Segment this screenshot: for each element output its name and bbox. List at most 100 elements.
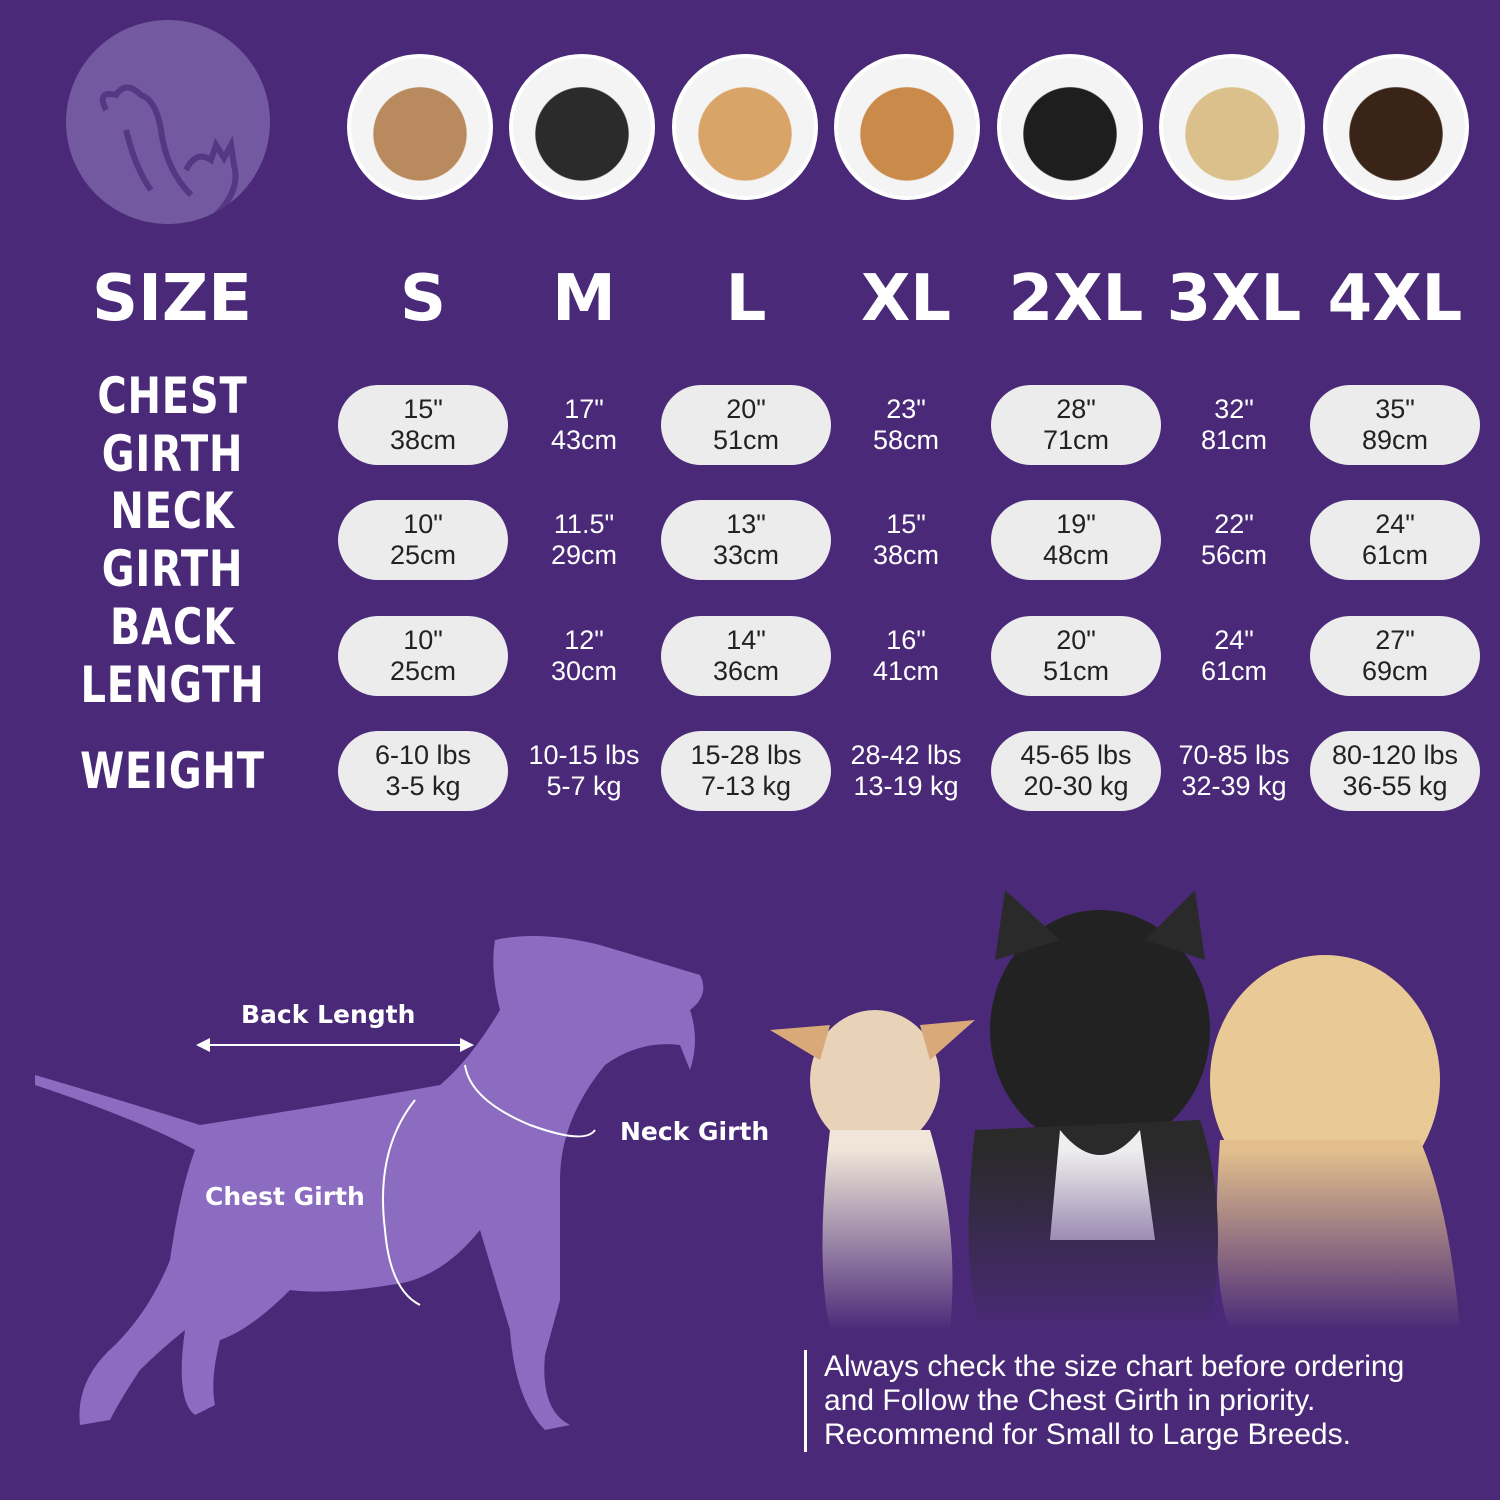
size-header-4xl: 4XL <box>1327 262 1463 336</box>
imperial-value: 20" <box>1056 625 1096 655</box>
size-header-l: L <box>725 262 767 336</box>
metric-value: 61cm <box>1361 540 1429 570</box>
table-cell: 15" 38cm <box>821 500 991 580</box>
back-length-label: Back Length <box>241 1000 416 1029</box>
imperial-value: 15" <box>403 394 443 424</box>
row-label: BACK LENGTH <box>80 598 265 714</box>
imperial-value: 10" <box>403 509 443 539</box>
metric-value: 3-5 kg <box>385 771 461 801</box>
imperial-value: 70-85 lbs <box>1178 740 1290 770</box>
imperial-value: 20" <box>726 394 766 424</box>
imperial-value: 28" <box>1056 394 1096 424</box>
table-cell: 17" 43cm <box>499 385 669 465</box>
imperial-value: 6-10 lbs <box>374 740 472 770</box>
metric-value: 25cm <box>389 656 457 686</box>
metric-value: 69cm <box>1361 656 1429 686</box>
size-header-3xl: 3XL <box>1166 262 1302 336</box>
three-dogs-photo <box>760 880 1460 1330</box>
bottom-fade <box>760 880 1460 1330</box>
metric-value: 51cm <box>1042 656 1110 686</box>
neck-girth-label: Neck Girth <box>620 1117 770 1146</box>
table-cell: 15-28 lbs 7-13 kg <box>661 731 831 811</box>
imperial-value: 16" <box>886 625 926 655</box>
table-cell: 28-42 lbs 13-19 kg <box>821 731 991 811</box>
metric-value: 56cm <box>1200 540 1268 570</box>
pet-logo <box>66 20 270 224</box>
size-header-xl: XL <box>860 262 952 336</box>
table-cell: 28" 71cm <box>991 385 1161 465</box>
metric-value: 58cm <box>872 425 940 455</box>
metric-value: 25cm <box>389 540 457 570</box>
metric-value: 36cm <box>712 656 780 686</box>
imperial-value: 22" <box>1214 509 1254 539</box>
size-header-s: S <box>399 262 447 336</box>
size-header-label: SIZE <box>91 262 253 336</box>
metric-value: 33cm <box>712 540 780 570</box>
metric-value: 30cm <box>550 656 618 686</box>
imperial-value: 27" <box>1375 625 1415 655</box>
imperial-value: 17" <box>564 394 604 424</box>
metric-value: 32-39 kg <box>1181 771 1287 801</box>
row-label: NECK GIRTH <box>101 482 244 598</box>
imperial-value: 45-65 lbs <box>1020 740 1132 770</box>
neck-girth-line <box>464 1064 596 1138</box>
imperial-value: 80-120 lbs <box>1331 740 1459 770</box>
table-cell: 10" 25cm <box>338 500 508 580</box>
dog-cat-logo-icon <box>99 84 239 218</box>
imperial-value: 15" <box>886 509 926 539</box>
size-advice-note: Always check the size chart before order… <box>804 1350 1404 1452</box>
table-cell: 24" 61cm <box>1149 616 1319 696</box>
note-line: Always check the size chart before order… <box>824 1350 1405 1383</box>
imperial-value: 10-15 lbs <box>528 740 640 770</box>
metric-value: 5-7 kg <box>546 771 622 801</box>
metric-value: 41cm <box>872 656 940 686</box>
table-cell: 20" 51cm <box>991 616 1161 696</box>
metric-value: 43cm <box>550 425 618 455</box>
metric-value: 61cm <box>1200 656 1268 686</box>
metric-value: 20-30 kg <box>1023 771 1129 801</box>
table-cell: 15" 38cm <box>338 385 508 465</box>
table-cell: 32" 81cm <box>1149 385 1319 465</box>
breed-photo-shih-tzu <box>347 54 493 200</box>
breed-photo-border-collie <box>997 54 1143 200</box>
metric-value: 13-19 kg <box>853 771 959 801</box>
breed-photo-beagle <box>834 54 980 200</box>
metric-value: 71cm <box>1042 425 1110 455</box>
imperial-value: 12" <box>564 625 604 655</box>
chest-girth-label: Chest Girth <box>205 1182 365 1211</box>
table-cell: 24" 61cm <box>1310 500 1480 580</box>
metric-value: 81cm <box>1200 425 1268 455</box>
breed-photo-labrador <box>1159 54 1305 200</box>
imperial-value: 24" <box>1375 509 1415 539</box>
metric-value: 29cm <box>550 540 618 570</box>
table-cell: 35" 89cm <box>1310 385 1480 465</box>
metric-value: 7-13 kg <box>700 771 792 801</box>
table-cell: 70-85 lbs 32-39 kg <box>1149 731 1319 811</box>
table-cell: 10" 25cm <box>338 616 508 696</box>
table-cell: 20" 51cm <box>661 385 831 465</box>
table-cell: 45-65 lbs 20-30 kg <box>991 731 1161 811</box>
breed-photo-doberman <box>1323 54 1469 200</box>
row-label: WEIGHT <box>80 742 265 800</box>
imperial-value: 23" <box>886 394 926 424</box>
breed-photo-cocker-spaniel <box>672 54 818 200</box>
size-header-m: M <box>552 262 616 336</box>
imperial-value: 24" <box>1214 625 1254 655</box>
imperial-value: 11.5" <box>553 509 615 539</box>
table-cell: 12" 30cm <box>499 616 669 696</box>
table-cell: 11.5" 29cm <box>499 500 669 580</box>
table-cell: 10-15 lbs 5-7 kg <box>499 731 669 811</box>
dog-measurement-silhouette <box>35 936 704 1430</box>
metric-value: 51cm <box>712 425 780 455</box>
imperial-value: 15-28 lbs <box>690 740 802 770</box>
imperial-value: 19" <box>1056 509 1096 539</box>
table-cell: 13" 33cm <box>661 500 831 580</box>
table-cell: 80-120 lbs 36-55 kg <box>1310 731 1480 811</box>
table-cell: 27" 69cm <box>1310 616 1480 696</box>
note-line: and Follow the Chest Girth in priority. <box>824 1384 1316 1417</box>
metric-value: 48cm <box>1042 540 1110 570</box>
metric-value: 36-55 kg <box>1342 771 1448 801</box>
dog-silhouette-shape <box>35 936 704 1430</box>
metric-value: 38cm <box>872 540 940 570</box>
imperial-value: 13" <box>726 509 766 539</box>
